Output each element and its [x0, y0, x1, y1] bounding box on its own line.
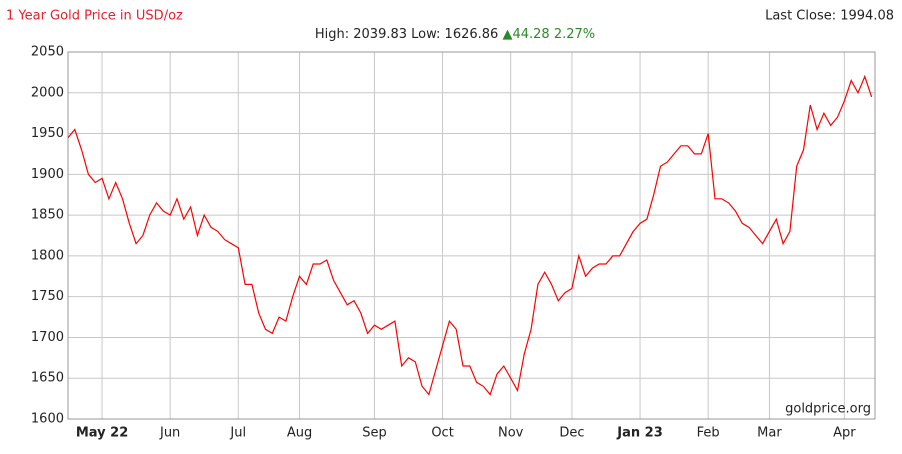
y-tick-label: 1800 — [31, 248, 64, 263]
y-tick-label: 2000 — [31, 85, 64, 100]
stats-line: High: 2039.83 Low: 1626.86 ▲44.28 2.27% — [315, 27, 595, 42]
price-line — [67, 74, 873, 396]
x-tick-label: Sep — [362, 426, 387, 441]
x-tick-label: Nov — [498, 426, 524, 441]
x-tick-label: Jul — [229, 426, 246, 441]
x-tick-label: Dec — [559, 426, 584, 441]
y-tick-label: 1750 — [31, 289, 64, 304]
y-tick-label: 1900 — [31, 167, 64, 182]
plot-border — [67, 51, 876, 420]
y-tick-label: 1650 — [31, 371, 64, 386]
chart-title: 1 Year Gold Price in USD/oz — [6, 9, 183, 24]
price-change: ▲44.28 2.27% — [502, 27, 595, 42]
y-tick-label: 1950 — [31, 126, 64, 141]
x-tick-label: Mar — [757, 426, 782, 441]
x-tick-label: Jun — [159, 426, 180, 441]
y-tick-label: 2050 — [31, 45, 64, 60]
x-tick-label: May 22 — [76, 426, 128, 441]
plot-area: 1600 1650 1700 1750 1800 1850 1900 1950 2000 2050… — [31, 45, 876, 441]
x-tick-label: Jan 23 — [616, 426, 662, 441]
x-tick-label: Oct — [431, 426, 453, 441]
x-tick-label: Feb — [697, 426, 720, 441]
y-tick-label: 1700 — [31, 330, 64, 345]
high-low: High: 2039.83 Low: 1626.86 — [315, 27, 498, 42]
x-tick-label: Aug — [287, 426, 312, 441]
y-tick-label: 1850 — [31, 208, 64, 223]
x-tick-label: Apr — [833, 426, 856, 441]
y-tick-label: 1600 — [31, 412, 64, 427]
watermark: goldprice.org — [785, 402, 871, 417]
last-close: Last Close: 1994.08 — [765, 9, 894, 24]
